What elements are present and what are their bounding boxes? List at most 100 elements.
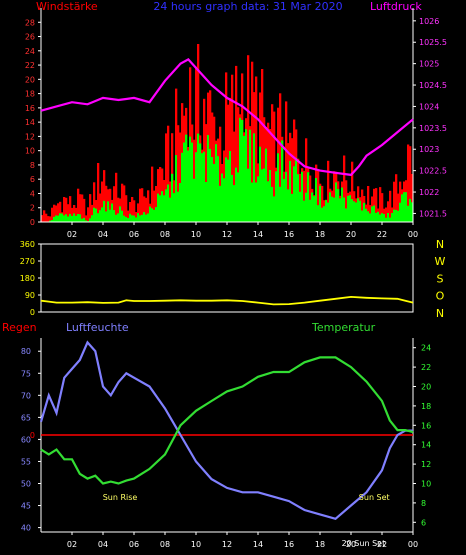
wind-gust-bar <box>411 174 414 222</box>
wind-avg-bar <box>231 174 234 222</box>
humidity-y-tick-label: 75 <box>21 369 31 378</box>
rain-title: Regen <box>2 321 37 334</box>
wind-y-tick-label: 24 <box>25 47 35 56</box>
wind-avg-bar <box>99 210 102 222</box>
humidity-line <box>39 340 413 521</box>
x-tick-label: 04 <box>98 230 108 239</box>
wind-avg-bar <box>135 217 138 222</box>
x-tick-label: 08 <box>160 230 170 239</box>
wind-avg-bar <box>217 156 220 222</box>
wind-gust-bar <box>101 181 104 222</box>
wind-avg-bar <box>315 178 318 222</box>
wind-avg-bar <box>353 201 356 222</box>
humidity-y-tick-label: 50 <box>21 480 31 489</box>
wind-avg-bar <box>405 192 408 222</box>
wind-gust-bar <box>63 197 66 222</box>
wind-avg-bar <box>53 216 56 222</box>
wind-gust-bar <box>261 69 264 222</box>
wind-gust-bar <box>147 190 150 222</box>
pressure-y-tick-label: 1022 <box>419 188 439 197</box>
pressure-y-tick-label: 1025 <box>419 60 439 69</box>
x-tick-label: 14 <box>253 540 263 549</box>
wind-avg-bar <box>271 186 274 222</box>
wind-gust-bar <box>397 193 400 222</box>
wind-avg-bar <box>235 167 238 222</box>
wind-avg-bar <box>377 211 380 222</box>
wind-gust-bar <box>49 216 52 222</box>
wind-avg-bar <box>267 181 270 222</box>
wind-gust-bar <box>79 194 82 222</box>
wind-gust-bar <box>115 172 118 222</box>
wind-gust-bar <box>237 107 240 222</box>
x-tick-label: 12 <box>222 230 232 239</box>
x-tick-label: 06 <box>129 230 139 239</box>
wind-avg-bar <box>171 173 174 222</box>
wind-avg-bar <box>191 142 194 222</box>
wind-gust-bar <box>255 76 258 222</box>
humidity-y-tick-label: 65 <box>21 413 31 422</box>
x-tick-label: 02 <box>67 230 77 239</box>
wind-gust-bar <box>195 66 198 222</box>
wind-gust-bar <box>317 170 320 222</box>
wind-avg-bar <box>105 211 108 222</box>
wind-avg-bar <box>265 148 268 222</box>
wind-avg-bar <box>117 213 120 222</box>
wind-avg-bar <box>303 200 306 222</box>
wind-y-tick-label: 28 <box>25 18 35 27</box>
wind-gust-bar <box>165 133 168 222</box>
wind-y-tick-label: 18 <box>25 90 35 99</box>
wind-y-tick-label: 4 <box>30 189 35 198</box>
temperature-title: Temperatur <box>311 321 376 334</box>
wind-gust-bar <box>99 193 102 222</box>
wind-avg-bar <box>113 210 116 222</box>
wind-avg-bar <box>147 213 150 222</box>
temperature-y-tick-label: 24 <box>421 344 431 353</box>
pressure-y-tick-label: 1023 <box>419 145 439 154</box>
wind-gust-bar <box>69 196 72 222</box>
wind-avg-bar <box>133 215 136 222</box>
wind-avg-bar <box>229 151 232 222</box>
wind-gust-bar <box>409 146 412 222</box>
wind-gust-bar <box>387 201 390 222</box>
wind-gust-bar <box>395 174 398 222</box>
wind-avg-bar <box>151 208 154 222</box>
wind-gust-bar <box>271 104 274 222</box>
wind-avg-bar <box>63 215 66 222</box>
wind-avg-bar <box>283 178 286 222</box>
wind-gust-bar <box>85 215 88 222</box>
wind-gust-bar <box>351 161 354 222</box>
wind-avg-bar <box>175 155 178 222</box>
wind-gust-bar <box>251 61 254 223</box>
pressure-y-tick-label: 1024 <box>419 102 439 111</box>
wind-gust-bar <box>305 138 308 222</box>
wind-avg-bar <box>125 216 128 222</box>
wind-avg-bar <box>397 210 400 222</box>
wind-gust-bar <box>127 210 130 222</box>
wind-avg-bar <box>159 195 162 222</box>
wind-avg-bar <box>329 192 332 222</box>
wind-avg-bar <box>387 213 390 222</box>
wind-avg-bar <box>305 192 308 222</box>
wind-avg-bar <box>67 216 70 222</box>
wind-avg-bar <box>255 182 258 222</box>
wind-gust-bar <box>133 200 136 222</box>
pressure-y-tick-label: 1026 <box>419 17 439 26</box>
wind-avg-bar <box>409 198 412 222</box>
wind-gust-bar <box>309 175 312 222</box>
wind-avg-bar <box>381 213 384 222</box>
wind-avg-bar <box>95 208 98 222</box>
wind-avg-bar <box>351 199 354 222</box>
wind-y-tick-label: 20 <box>25 75 35 84</box>
wind-avg-bar <box>307 172 310 222</box>
wind-avg-bar <box>291 193 294 222</box>
wind-gust-bar <box>71 207 74 222</box>
wind-y-tick-label: 6 <box>30 175 35 184</box>
wind-avg-bar <box>137 213 140 222</box>
wind-avg-bar <box>51 220 54 222</box>
x-tick-label: 16 <box>284 230 294 239</box>
wind-gust-bar <box>81 194 84 222</box>
x-tick-label: 08 <box>160 540 170 549</box>
sunset-annotation: Sun Set <box>359 493 390 502</box>
wind-gust-bar <box>379 187 382 222</box>
wind-avg-bar <box>277 153 280 222</box>
